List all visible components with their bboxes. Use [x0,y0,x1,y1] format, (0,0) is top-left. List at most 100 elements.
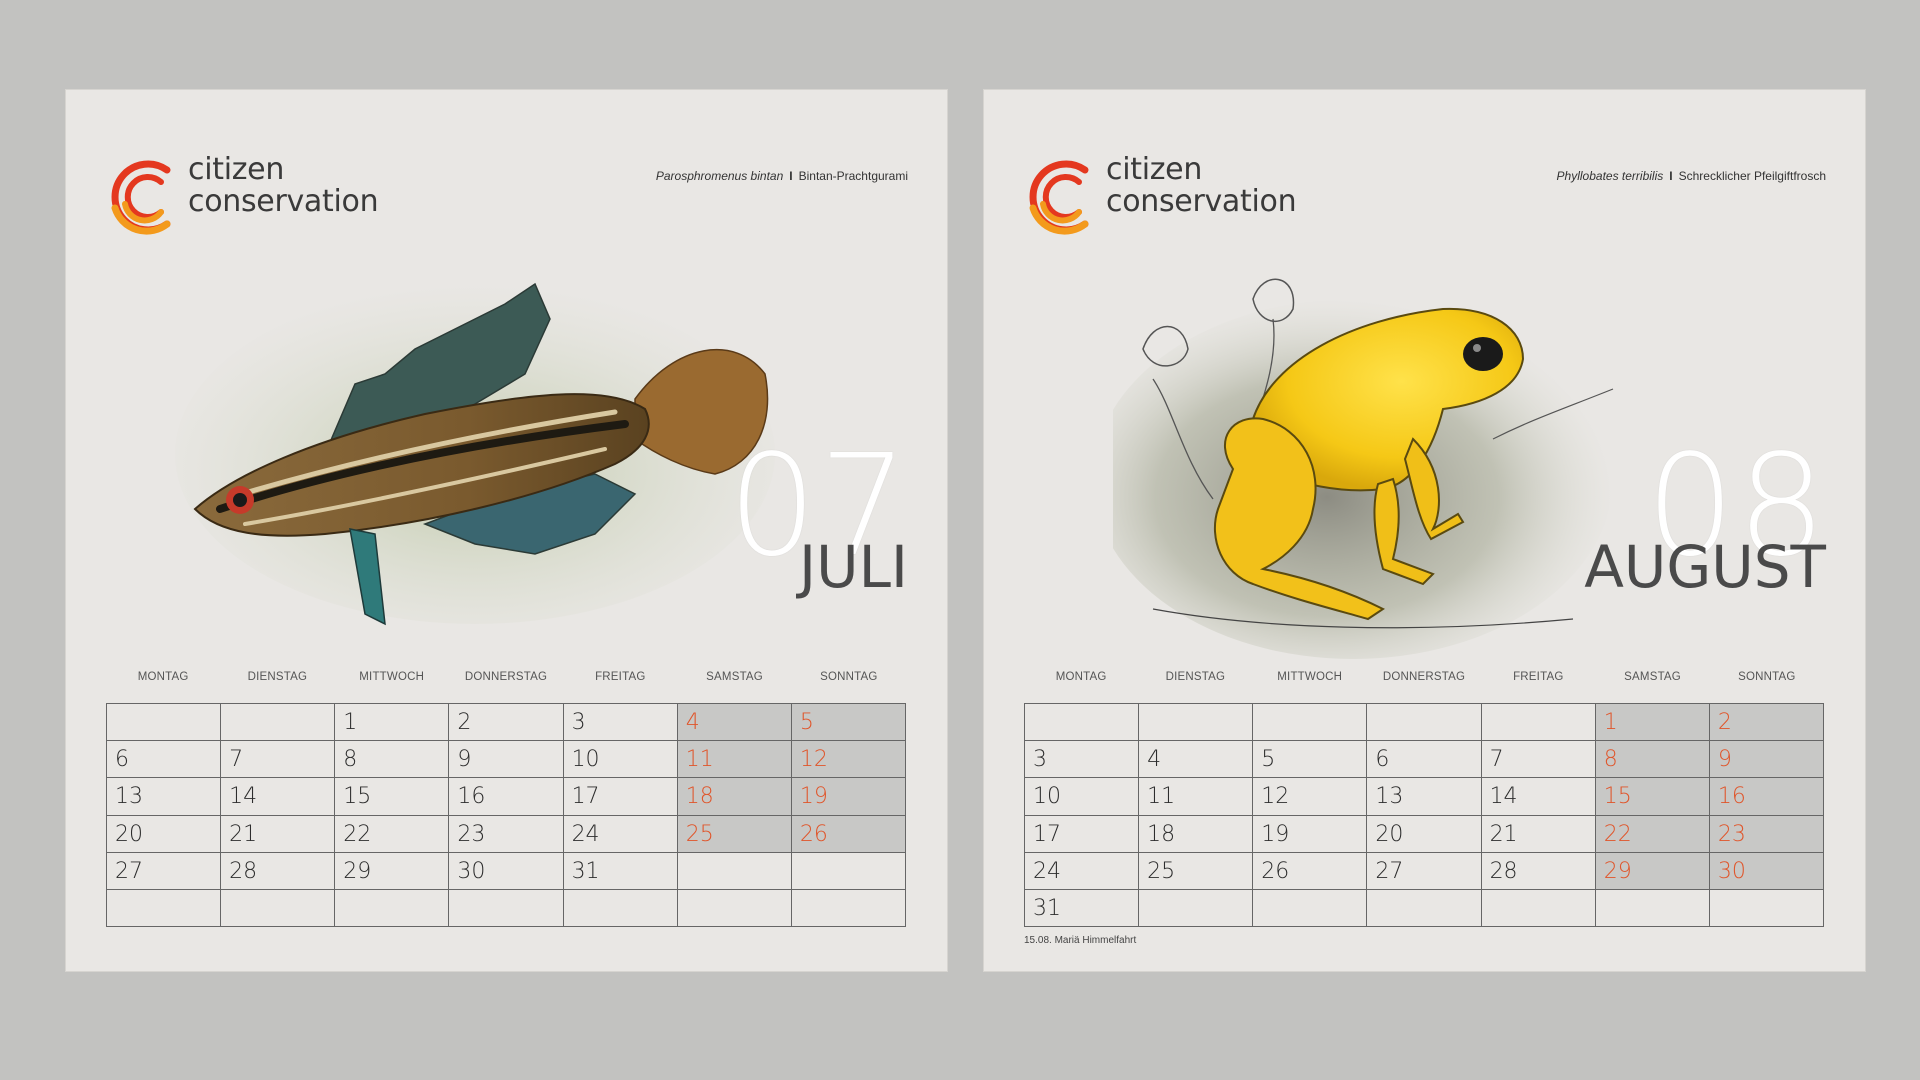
day-number: 25 [1147,858,1176,884]
day-cell: 31 [563,852,678,890]
day-number: 15 [1603,784,1632,810]
day-number: 30 [457,858,486,884]
day-cell: 5 [791,704,906,742]
day-grid: 1 2 3 4 5 6 7 8 9 10 11 12 13 14 15 16 17 18 19 20 21 22 23 24 2… [106,703,906,927]
species-latin: Phyllobates terribilis [1556,169,1664,183]
empty-day-cell [1139,889,1254,927]
day-number: 10 [1033,784,1061,810]
empty-day-cell [449,889,564,927]
day-number: 20 [1375,821,1404,847]
day-cell: 4 [677,704,792,742]
empty-day-cell [1367,704,1482,742]
day-number: 9 [1717,747,1732,773]
day-cell: 20 [107,815,222,853]
day-number: 12 [1261,784,1290,810]
day-cell: 20 [1367,815,1482,853]
day-number: 25 [685,821,714,847]
day-number: 5 [799,710,814,735]
day-number: 5 [1261,747,1276,773]
day-cell: 13 [1367,778,1482,816]
day-cell: 5 [1253,741,1368,779]
day-cell: 12 [791,741,906,779]
day-cell: 21 [221,815,336,853]
day-number: 13 [115,784,143,810]
brand-line1: citizen [188,152,285,187]
day-cell: 2 [1709,704,1824,742]
day-cell: 8 [1595,741,1710,779]
day-cell: 25 [677,815,792,853]
day-number: 4 [685,710,700,735]
holiday-note: 15.08. Mariä Himmelfahrt [1024,935,1137,946]
day-number: 23 [457,821,486,847]
day-cell: 21 [1481,815,1596,853]
day-number: 4 [1147,747,1162,773]
weekday-label: SAMSTAG [1624,671,1681,683]
empty-day-cell [221,889,336,927]
day-cell: 13 [107,778,222,816]
day-cell: 26 [791,815,906,853]
species-common: Bintan-Prachtgurami [798,169,908,183]
day-cell: 11 [677,741,792,779]
day-cell: 18 [677,778,792,816]
day-cell: 23 [1709,815,1824,853]
calendar-page-july: citizen conservation Parosphromenus bint… [65,89,948,972]
species-common: Schrecklicher Pfeilgiftfrosch [1678,169,1826,183]
species-separator: I [1669,169,1673,183]
day-cell: 9 [1709,741,1824,779]
day-number: 8 [1603,747,1618,773]
day-number: 21 [1489,821,1518,847]
brand-logo: citizen conservation [105,152,405,242]
day-cell: 26 [1253,852,1368,890]
weekday-label: DONNERSTAG [1382,671,1466,683]
day-number: 29 [343,858,372,884]
brand-line1: citizen [1106,152,1203,187]
day-number: 12 [799,747,828,773]
frog-illustration [1113,278,1614,659]
day-number: 3 [1033,747,1047,773]
species-latin: Parosphromenus bintan [655,169,784,183]
day-cell: 3 [563,704,678,742]
day-number: 11 [1147,784,1176,810]
weekday-label: SAMSTAG [706,671,763,683]
day-number: 23 [1717,821,1746,847]
day-cell: 3 [1025,741,1140,779]
month-number: 07 [727,425,910,588]
empty-day-cell [1709,889,1824,927]
empty-day-cell [1253,889,1368,927]
weekday-label: SONNTAG [1738,671,1796,683]
day-cell: 30 [449,852,564,890]
day-number: 19 [799,784,828,810]
day-number: 6 [1375,747,1390,773]
day-number: 1 [1603,710,1618,735]
brand-logo: citizen conservation [1023,152,1323,242]
day-cell: 27 [107,852,222,890]
day-number: 6 [115,747,129,773]
day-number: 22 [343,821,372,847]
month-number: 08 [1645,425,1828,588]
day-number: 2 [457,710,472,735]
weekday-header: MONTAG DIENSTAG MITTWOCH DONNERSTAG FREI… [106,671,906,691]
day-number: 1 [343,710,358,735]
day-cell: 10 [563,741,678,779]
day-number: 24 [1033,858,1061,884]
day-number: 26 [799,821,828,847]
day-number: 18 [1147,821,1176,847]
month-name: JULI [799,533,908,601]
day-cell: 11 [1139,778,1254,816]
species-caption: Phyllobates terribilis I Schrecklicher Pfe… [1557,169,1826,183]
day-number: 20 [115,821,143,847]
day-cell: 2 [449,704,564,742]
day-cell: 24 [563,815,678,853]
day-cell: 25 [1139,852,1254,890]
day-number: 28 [1489,858,1518,884]
day-number: 15 [343,784,372,810]
weekday-label: MITTWOCH [1277,671,1343,683]
brand-line2: conservation [1106,184,1297,219]
weekday-label: DONNERSTAG [464,671,548,683]
weekday-label: DIENSTAG [247,671,308,683]
day-cell: 14 [1481,778,1596,816]
day-number: 7 [1489,747,1504,773]
day-cell: 23 [449,815,564,853]
weekday-label: FREITAG [1513,671,1564,683]
day-number: 10 [571,747,600,773]
